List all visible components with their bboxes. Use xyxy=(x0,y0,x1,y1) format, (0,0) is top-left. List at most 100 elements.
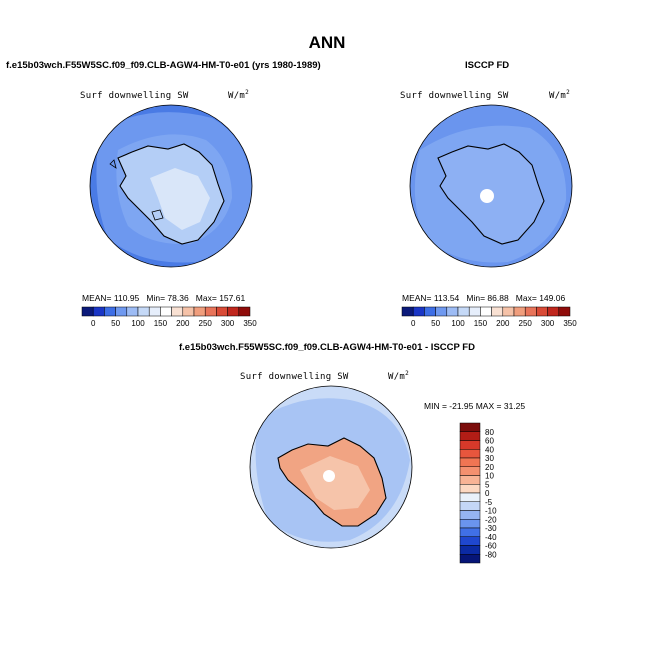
right-colorbar-tick-label: 0 xyxy=(411,319,416,328)
left-colorbar-swatch xyxy=(227,306,240,317)
left-antarctica-interior xyxy=(150,168,210,230)
diff-colorbar-tick-label: -5 xyxy=(485,498,493,507)
right-colorbar-swatch xyxy=(435,306,448,317)
left-colorbar-swatch xyxy=(193,306,206,317)
left-map xyxy=(90,105,252,267)
diff-colorbar-tick-label: 30 xyxy=(485,454,494,463)
diff-colorbar-swatch xyxy=(459,501,481,511)
left-variable-label: Surf downwelling SW xyxy=(80,91,189,101)
left-colorbar-swatch xyxy=(137,306,150,317)
diff-units-label: W/m2 xyxy=(388,370,410,382)
right-case-label: ISCCP FD xyxy=(465,60,510,71)
right-colorbar-swatch xyxy=(502,306,515,317)
left-colorbar-swatch xyxy=(92,306,105,317)
left-colorbar-tick-label: 100 xyxy=(131,319,145,328)
diff-colorbar-tick-label: 5 xyxy=(485,480,490,489)
left-colorbar-swatch xyxy=(126,306,139,317)
diff-minmax-label: MIN = -21.95 MAX = 31.25 xyxy=(424,401,526,411)
right-colorbar-tick-label: 150 xyxy=(474,319,488,328)
diff-colorbar-tick-label: 40 xyxy=(485,445,494,454)
left-colorbar-swatch xyxy=(238,306,251,317)
diff-colorbar-swatch xyxy=(459,527,481,537)
diff-colorbar-swatch xyxy=(459,440,481,450)
diff-colorbar-swatch xyxy=(459,431,481,441)
diff-colorbar-swatch xyxy=(459,466,481,476)
right-colorbar-swatch xyxy=(547,306,560,317)
left-island xyxy=(151,209,164,221)
left-colorbar-tick-label: 0 xyxy=(91,319,96,328)
diff-map-border xyxy=(249,385,413,549)
diff-colorbar-swatch xyxy=(459,449,481,459)
left-colorbar-swatch xyxy=(171,306,184,317)
right-map xyxy=(410,105,572,267)
diff-colorbar-swatch xyxy=(459,510,481,520)
diff-colorbar-swatch xyxy=(459,545,481,555)
right-units-label: W/m2 xyxy=(549,89,571,101)
left-peninsula-tip xyxy=(109,159,117,169)
right-colorbar-swatch xyxy=(446,306,459,317)
left-stats: MEAN= 110.95 Min= 78.36 Max= 157.61 xyxy=(82,293,246,303)
left-colorbar-swatch xyxy=(81,306,94,317)
left-colorbar-tick-label: 200 xyxy=(176,319,190,328)
diff-case-label: f.e15b03wch.F55W5SC.f09_f09.CLB-AGW4-HM-… xyxy=(179,342,475,353)
left-colorbar-swatch xyxy=(204,306,217,317)
page-title: ANN xyxy=(308,33,346,52)
right-variable-label: Surf downwelling SW xyxy=(400,91,509,101)
diff-colorbar-swatch xyxy=(459,492,481,502)
right-colorbar-tick-label: 300 xyxy=(541,319,555,328)
right-colorbar-swatch xyxy=(491,306,504,317)
left-colorbar-swatch xyxy=(160,306,172,317)
diff-colorbar-tick-label: -10 xyxy=(485,507,497,516)
diff-colorbar-tick-label: -60 xyxy=(485,542,497,551)
diff-variable-label: Surf downwelling SW xyxy=(240,372,349,382)
diff-colorbar-tick-label: 60 xyxy=(485,437,494,446)
right-colorbar-swatch xyxy=(558,306,571,317)
right-colorbar-swatch xyxy=(480,306,492,317)
right-colorbar-tick-label: 200 xyxy=(496,319,510,328)
left-colorbar-swatch xyxy=(104,306,116,317)
diff-colorbar-swatch xyxy=(459,475,481,485)
diff-pole-hole xyxy=(323,470,335,482)
diff-colorbar-tick-label: -80 xyxy=(485,550,497,559)
left-colorbar-swatch xyxy=(182,306,195,317)
diff-colorbar-tick-label: 80 xyxy=(485,428,494,437)
right-colorbar-tick-label: 50 xyxy=(431,319,440,328)
diff-colorbar-swatch xyxy=(459,519,481,529)
left-map-border xyxy=(89,104,253,268)
diff-colorbar-tick-label: -20 xyxy=(485,515,497,524)
right-colorbar-swatch xyxy=(457,306,470,317)
left-colorbar: 0 50 100 150 200 250 300 350 xyxy=(81,306,257,328)
right-colorbar-swatch xyxy=(524,306,537,317)
left-colorbar-tick-label: 50 xyxy=(111,319,120,328)
left-colorbar-swatch xyxy=(148,306,161,317)
diff-colorbar-swatch xyxy=(459,484,481,494)
right-colorbar-swatch xyxy=(412,306,425,317)
left-colorbar-tick-label: 250 xyxy=(199,319,213,328)
left-colorbar-tick-label: 300 xyxy=(221,319,235,328)
right-colorbar-swatch xyxy=(536,306,548,317)
left-colorbar-tick-label: 150 xyxy=(154,319,168,328)
right-colorbar-swatch xyxy=(468,306,481,317)
right-colorbar-swatch xyxy=(401,306,414,317)
diff-colorbar-tick-label: -40 xyxy=(485,533,497,542)
diff-colorbar-swatch xyxy=(459,554,481,564)
right-colorbar: 0 50 100 150 200 250 300 350 xyxy=(401,306,577,328)
right-colorbar-swatch xyxy=(513,306,526,317)
left-units-label: W/m2 xyxy=(228,89,250,101)
diff-colorbar-swatch xyxy=(459,536,481,546)
diff-antarctica-interior xyxy=(300,456,370,510)
right-colorbar-swatch xyxy=(424,306,436,317)
right-stats: MEAN= 113.54 Min= 86.88 Max= 149.06 xyxy=(402,293,566,303)
left-colorbar-swatch xyxy=(216,306,228,317)
left-colorbar-swatch xyxy=(115,306,128,317)
diff-colorbar-tick-label: 20 xyxy=(485,463,494,472)
right-colorbar-tick-label: 100 xyxy=(451,319,465,328)
diff-map xyxy=(250,386,412,548)
diff-colorbar-tick-label: -30 xyxy=(485,524,497,533)
right-colorbar-tick-label: 250 xyxy=(519,319,533,328)
right-map-border xyxy=(409,104,573,268)
diff-colorbar-swatch xyxy=(459,422,481,432)
right-colorbar-tick-label: 350 xyxy=(563,319,577,328)
